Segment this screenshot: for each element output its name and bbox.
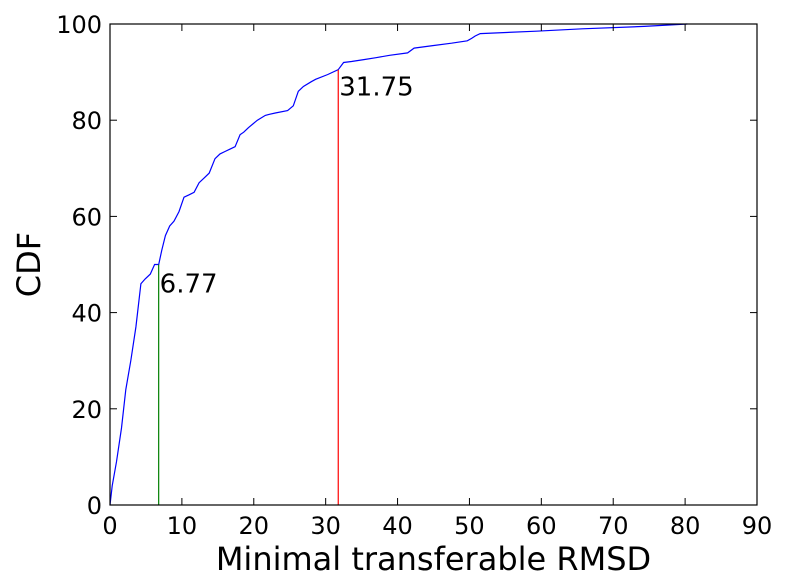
x-tick-label: 60 <box>526 512 557 540</box>
y-axis-label: CDF <box>10 232 48 297</box>
plot-frame <box>109 23 758 506</box>
marker-label-0: 6.77 <box>160 270 218 300</box>
x-tick-label: 80 <box>670 512 701 540</box>
y-tick-label: 40 <box>71 300 102 328</box>
x-tick-label: 10 <box>167 512 198 540</box>
x-axis-ticks: 0 10 20 30 40 50 60 70 80 90 <box>102 24 772 540</box>
x-tick-label: 20 <box>239 512 270 540</box>
y-axis-ticks: 0 20 40 60 80 100 <box>56 11 757 520</box>
marker-label-1: 31.75 <box>339 73 413 103</box>
x-tick-label: 50 <box>454 512 485 540</box>
x-tick-label: 70 <box>598 512 629 540</box>
x-tick-label: 0 <box>102 512 117 540</box>
marker-lines: 6.77 31.75 <box>158 69 414 505</box>
plot-content: 6.77 31.75 <box>109 23 688 506</box>
y-tick-label: 60 <box>71 203 102 231</box>
y-tick-label: 100 <box>56 11 102 39</box>
cdf-series-line <box>109 23 688 506</box>
x-tick-label: 40 <box>382 512 413 540</box>
x-tick-label: 30 <box>310 512 341 540</box>
x-axis-label: Minimal transferable RMSD <box>216 540 651 578</box>
y-tick-label: 80 <box>71 107 102 135</box>
x-tick-label: 90 <box>742 512 773 540</box>
y-tick-label: 20 <box>71 396 102 424</box>
y-tick-label: 0 <box>87 492 102 520</box>
